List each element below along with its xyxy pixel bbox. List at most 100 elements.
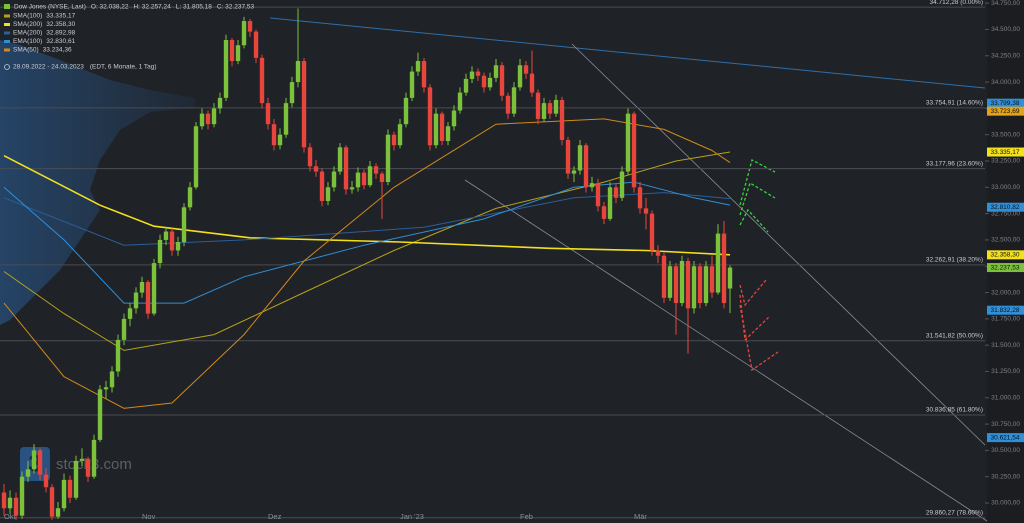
candle-body: [583, 145, 589, 188]
candle-body: [535, 92, 541, 119]
candle-body: [409, 71, 415, 98]
price-tag: [987, 202, 1024, 212]
y-tick-label: 31.250,00: [991, 368, 1020, 375]
price-tag: [987, 250, 1024, 260]
legend-value: 33.335,17: [46, 13, 75, 20]
y-tick-label: 34.500,00: [991, 26, 1020, 33]
candle-body: [523, 65, 529, 74]
price-tag-label: 32.810,82: [991, 204, 1020, 211]
y-tick-label: 32.500,00: [991, 237, 1020, 244]
y-tick-label: 31.750,00: [991, 316, 1020, 323]
candle-body: [673, 266, 679, 304]
indicator-line: [3, 192, 731, 246]
candle-body: [61, 479, 67, 509]
candle-body: [157, 239, 163, 264]
candle-body: [223, 39, 229, 98]
candle-body: [451, 110, 457, 127]
candle-body: [727, 267, 733, 289]
legend-swatch: [4, 31, 10, 35]
candle-body: [349, 187, 355, 190]
legend-name: SMA(50): [13, 47, 39, 54]
candle-body: [319, 171, 325, 201]
y-tick-label: 33.250,00: [991, 158, 1020, 165]
candle-body: [595, 183, 601, 207]
candle-body: [205, 113, 211, 125]
candle-body: [43, 474, 49, 488]
legend: Dow Jones (NYSE, Last) O: 32.038,22 H: 32.…: [4, 4, 254, 71]
legend-name: SMA(100): [13, 13, 42, 20]
legend-ohlc: L: 31.805,18: [176, 4, 213, 11]
candle-body: [91, 439, 97, 477]
candle-body: [277, 134, 283, 146]
candle-body: [667, 266, 673, 298]
candle-body: [295, 61, 301, 83]
scenario-arrows: [739, 159, 779, 372]
clock-icon: [4, 64, 10, 70]
candle-body: [661, 255, 667, 298]
x-tick-label: Dez: [268, 512, 282, 521]
candle-body: [715, 233, 721, 293]
legend-value: 32.358,30: [46, 21, 75, 28]
legend-value: 32.892,98: [46, 30, 75, 37]
candle-body: [31, 450, 37, 470]
trend-line: [571, 43, 986, 446]
candle-body: [289, 82, 295, 104]
y-tick-label: 31.000,00: [991, 394, 1020, 401]
candle-body: [631, 113, 637, 188]
fib-label: 33.754,91 (14.60%): [926, 100, 983, 107]
candle-body: [469, 71, 475, 79]
candle-body: [709, 266, 715, 293]
candle-body: [367, 166, 373, 186]
candle-body: [385, 134, 391, 183]
candle-body: [235, 45, 241, 62]
price-tag-label: 30.621,54: [991, 434, 1020, 441]
candle-body: [313, 166, 319, 172]
candle-body: [133, 292, 139, 309]
candle-body: [421, 61, 427, 88]
legend-ohlc: O: 32.038,22: [91, 4, 129, 11]
candle-body: [271, 124, 277, 146]
range-note: (EDT, 6 Monate, 1 Tag): [90, 64, 157, 71]
x-tick-label: Jan '23: [400, 512, 424, 521]
fib-label: 31.541,82 (50.00%): [926, 332, 983, 339]
candle-body: [457, 92, 463, 111]
candle-body: [283, 103, 289, 135]
legend-swatch: [4, 14, 10, 18]
legend-title: Dow Jones (NYSE, Last): [14, 4, 86, 11]
candle-body: [721, 233, 727, 304]
candle-body: [685, 260, 691, 309]
legend-value: 32.830,61: [46, 38, 75, 45]
trend-line: [269, 17, 986, 89]
candle-body: [79, 458, 85, 461]
candle-body: [127, 308, 133, 319]
candle-body: [613, 187, 619, 198]
candle-body: [427, 87, 433, 146]
candle-body: [571, 170, 577, 174]
price-tag-label: 32.237,53: [991, 264, 1020, 271]
legend-swatch: [4, 48, 10, 52]
candle-body: [337, 147, 343, 172]
candle-body: [577, 145, 583, 171]
candle-body: [589, 183, 595, 188]
fib-label: 29.860,27 (78.60%): [926, 509, 983, 516]
candle-body: [103, 387, 109, 390]
candle-body: [211, 108, 217, 125]
candle-body: [559, 99, 565, 140]
candle-body: [247, 21, 253, 32]
candle-body: [415, 61, 421, 72]
y-tick-label: 30.250,00: [991, 473, 1020, 480]
legend-swatch: [4, 23, 10, 26]
candle-body: [181, 207, 187, 243]
legend-name: EMA(200): [13, 30, 42, 37]
candle-body: [697, 266, 703, 304]
candle-body: [601, 206, 607, 219]
price-tag-label: 32.358,30: [991, 252, 1020, 259]
candle-body: [355, 172, 361, 188]
y-tick-label: 33.000,00: [991, 184, 1020, 191]
candle-body: [703, 266, 709, 304]
candle-body: [85, 458, 91, 477]
indicator-line: [3, 118, 731, 409]
x-tick-label: Feb: [520, 512, 533, 521]
fib-label: 30.836,85 (61.80%): [926, 407, 983, 414]
y-tick-label: 30.000,00: [991, 500, 1020, 507]
